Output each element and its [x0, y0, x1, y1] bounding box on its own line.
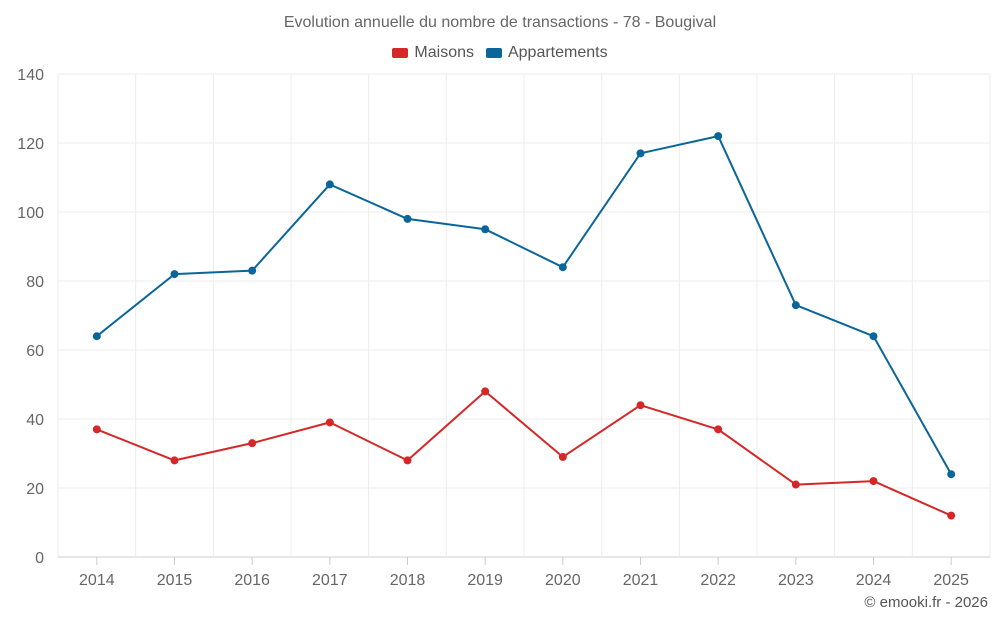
y-tick-label-100: 100 [17, 205, 44, 222]
data-point-appartements-2022 [714, 132, 723, 141]
data-point-appartements-2016 [248, 266, 257, 275]
data-point-appartements-2021 [636, 149, 645, 158]
data-point-maisons-2017 [325, 418, 334, 427]
x-tick-label-2024: 2024 [856, 572, 892, 589]
x-tick-label-2018: 2018 [390, 572, 426, 589]
data-point-maisons-2019 [481, 387, 490, 396]
data-point-appartements-2023 [791, 301, 800, 310]
x-tick-label-2019: 2019 [467, 572, 503, 589]
series-line-appartements [96, 135, 953, 475]
x-tick-label-2021: 2021 [623, 572, 659, 589]
data-point-appartements-2018 [403, 214, 412, 223]
chart-title: Evolution annuelle du nombre de transact… [283, 14, 717, 31]
data-point-appartements-2014 [92, 332, 101, 341]
x-tick-label-2023: 2023 [778, 572, 814, 589]
y-tick-label-80: 80 [26, 274, 44, 291]
y-tick-label-60: 60 [26, 343, 44, 360]
y-tick-label-120: 120 [17, 136, 44, 153]
data-point-appartements-2015 [170, 270, 179, 279]
y-tick-label-0: 0 [35, 550, 44, 567]
data-point-appartements-2024 [869, 332, 878, 341]
x-tick-label-2025: 2025 [933, 572, 969, 589]
legend-item-maisons[interactable]: Maisons [392, 44, 474, 62]
data-point-maisons-2014 [92, 425, 101, 434]
data-point-maisons-2018 [403, 456, 412, 465]
x-tick-label-2014: 2014 [79, 572, 115, 589]
data-point-maisons-2021 [636, 401, 645, 410]
legend-label-maisons: Maisons [414, 44, 474, 61]
y-tick-label-140: 140 [17, 67, 44, 84]
x-tick-label-2020: 2020 [545, 572, 581, 589]
y-tick-label-20: 20 [26, 481, 44, 498]
legend: Maisons Appartements [0, 44, 1000, 62]
data-point-maisons-2023 [791, 480, 800, 489]
data-point-appartements-2019 [481, 225, 490, 234]
x-tick-label-2017: 2017 [312, 572, 348, 589]
copyright-text: © emooki.fr - 2026 [864, 594, 988, 611]
data-point-appartements-2025 [947, 470, 956, 479]
data-point-maisons-2016 [248, 439, 257, 448]
data-point-appartements-2017 [325, 180, 334, 189]
data-point-maisons-2022 [714, 425, 723, 434]
legend-item-appartements[interactable]: Appartements [485, 44, 608, 62]
data-point-maisons-2020 [558, 452, 567, 461]
legend-swatch-appartements [485, 48, 502, 58]
x-tick-label-2015: 2015 [157, 572, 193, 589]
data-point-maisons-2025 [947, 511, 956, 520]
data-point-maisons-2024 [869, 477, 878, 486]
series-line-maisons [96, 390, 952, 517]
x-tick-label-2016: 2016 [234, 572, 270, 589]
data-point-maisons-2015 [170, 456, 179, 465]
legend-label-appartements: Appartements [507, 44, 608, 61]
data-point-appartements-2020 [558, 263, 567, 272]
legend-swatch-maisons [392, 48, 409, 58]
y-tick-label-40: 40 [26, 412, 44, 429]
x-tick-label-2022: 2022 [700, 572, 736, 589]
